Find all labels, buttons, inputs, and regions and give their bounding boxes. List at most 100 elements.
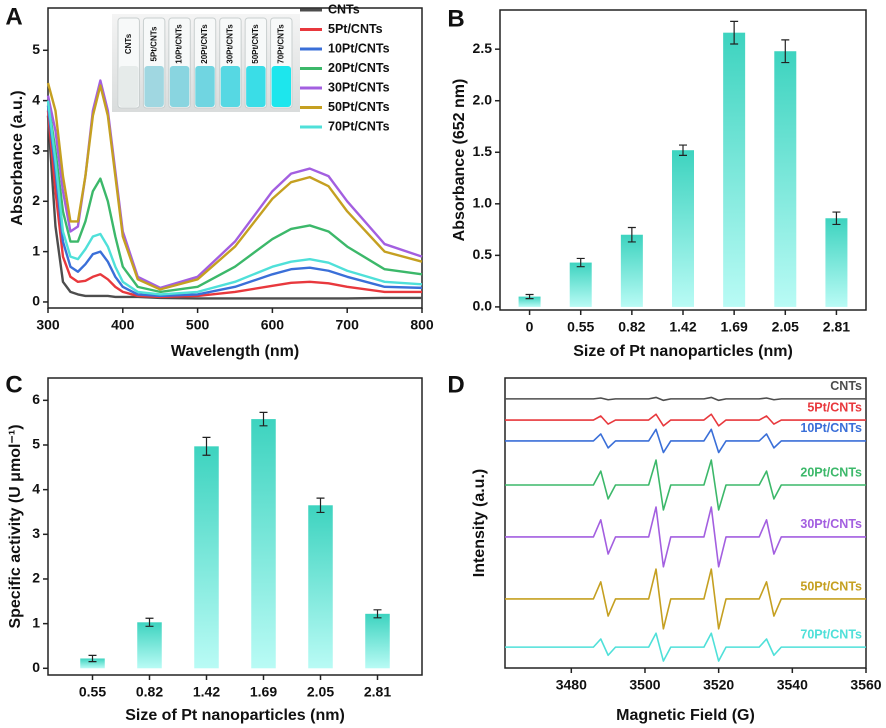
- legend-label: 5Pt/CNTs: [328, 22, 383, 36]
- y-axis-label: Absorbance (652 nm): [451, 79, 468, 242]
- inset-label: 5Pt/CNTs: [149, 26, 158, 62]
- legend-label: 20Pt/CNTs: [328, 61, 390, 75]
- inset-label: CNTs: [124, 33, 133, 54]
- inset-label: 10Pt/CNTs: [175, 24, 184, 64]
- y-tick-label: 0.5: [473, 246, 493, 262]
- panel-label: B: [447, 5, 464, 32]
- inset-label: 30Pt/CNTs: [226, 24, 235, 64]
- y-tick-label: 2: [32, 570, 40, 586]
- y-tick-label: 3: [32, 525, 40, 541]
- series-line: [505, 568, 866, 630]
- legend-label: 10Pt/CNTs: [328, 41, 390, 55]
- error-bar: [832, 211, 841, 226]
- error-bar: [576, 257, 585, 268]
- y-tick-label: 5: [32, 436, 40, 452]
- y-tick-label: 3: [32, 142, 40, 158]
- panel-label: D: [447, 371, 464, 398]
- x-axis-label: Size of Pt nanoparticles (nm): [573, 343, 793, 360]
- x-tick-label: 400: [111, 317, 135, 333]
- y-tick-label: 1: [32, 242, 40, 258]
- x-tick-label: 3520: [703, 677, 734, 693]
- x-tick-label: 2.05: [772, 319, 799, 335]
- x-tick-label: 800: [410, 317, 434, 333]
- bar: [620, 234, 643, 307]
- y-tick-label: 2: [32, 192, 40, 208]
- y-tick-label: 1: [32, 614, 40, 630]
- bar: [723, 32, 746, 307]
- error-bar: [781, 39, 790, 64]
- x-tick-label: 0.82: [136, 684, 163, 700]
- bar: [774, 51, 797, 307]
- inset-label: 50Pt/CNTs: [251, 24, 260, 64]
- series-line: [46, 79, 423, 290]
- x-tick-label: 3480: [556, 677, 587, 693]
- series-label: 50Pt/CNTs: [800, 579, 862, 593]
- series-line: [505, 506, 866, 568]
- x-tick-label: 300: [36, 317, 60, 333]
- bar: [672, 150, 694, 307]
- panel-label: A: [5, 3, 22, 30]
- plot-frame: [504, 377, 867, 669]
- y-tick-label: 2.5: [473, 40, 493, 56]
- vial-liquid: [220, 66, 241, 107]
- series-label: 70Pt/CNTs: [800, 627, 862, 641]
- series-line: [46, 115, 422, 300]
- x-tick-label: 3500: [629, 677, 660, 693]
- bar: [194, 446, 219, 669]
- y-tick-label: 2.0: [473, 91, 493, 107]
- series-line: [46, 82, 423, 291]
- error-bar: [316, 497, 325, 514]
- error-bar: [88, 654, 97, 663]
- x-tick-label: 0.55: [567, 319, 594, 335]
- series-line: [46, 110, 422, 299]
- error-bar: [730, 20, 739, 45]
- vial-liquid: [246, 66, 266, 107]
- plot-frame: [47, 377, 423, 676]
- vial-liquid: [119, 66, 139, 107]
- x-tick-label: 700: [336, 317, 360, 333]
- y-tick-label: 5: [32, 41, 40, 57]
- bar: [251, 419, 276, 669]
- error-bar: [627, 226, 636, 243]
- vial-liquid: [169, 66, 190, 107]
- y-tick-label: 0: [32, 659, 40, 675]
- x-tick-label: 500: [186, 317, 210, 333]
- plot-frame: [47, 7, 423, 309]
- x-tick-label: 3540: [777, 677, 808, 693]
- vial-liquid: [271, 66, 291, 107]
- y-tick-label: 4: [32, 480, 40, 496]
- error-bar: [259, 411, 268, 427]
- x-tick-label: 3560: [850, 677, 881, 693]
- x-tick-label: 600: [261, 317, 285, 333]
- series-label: 30Pt/CNTs: [800, 517, 862, 531]
- series-line: [46, 105, 423, 298]
- series-label: 5Pt/CNTs: [807, 400, 862, 414]
- series-label: 10Pt/CNTs: [800, 421, 862, 435]
- y-tick-label: 1.0: [473, 195, 493, 211]
- x-tick-label: 1.69: [721, 319, 748, 335]
- x-tick-label: 2.81: [823, 319, 850, 335]
- error-bar: [145, 617, 154, 627]
- y-axis-label: Absorbance (a.u.): [9, 90, 26, 225]
- bar: [825, 218, 848, 307]
- x-tick-label: 2.05: [307, 684, 334, 700]
- panel-label: C: [5, 371, 22, 398]
- legend-label: 30Pt/CNTs: [328, 80, 390, 94]
- y-tick-label: 0: [32, 293, 40, 309]
- series-line: [46, 100, 423, 296]
- vial-liquid: [195, 66, 215, 107]
- error-bar: [679, 144, 687, 156]
- series-line: [505, 632, 866, 662]
- y-axis-label: Intensity (a.u.): [471, 469, 488, 577]
- inset-label: 70Pt/CNTs: [276, 24, 285, 64]
- y-tick-label: 6: [32, 391, 40, 407]
- legend-label: 70Pt/CNTs: [328, 119, 390, 133]
- x-tick-label: 0: [526, 319, 534, 335]
- x-tick-label: 0.82: [618, 319, 645, 335]
- x-tick-label: 2.81: [364, 684, 391, 700]
- error-bar: [373, 609, 382, 619]
- series-label: CNTs: [830, 379, 862, 393]
- legend-label: CNTs: [328, 2, 360, 16]
- series-line: [505, 428, 866, 454]
